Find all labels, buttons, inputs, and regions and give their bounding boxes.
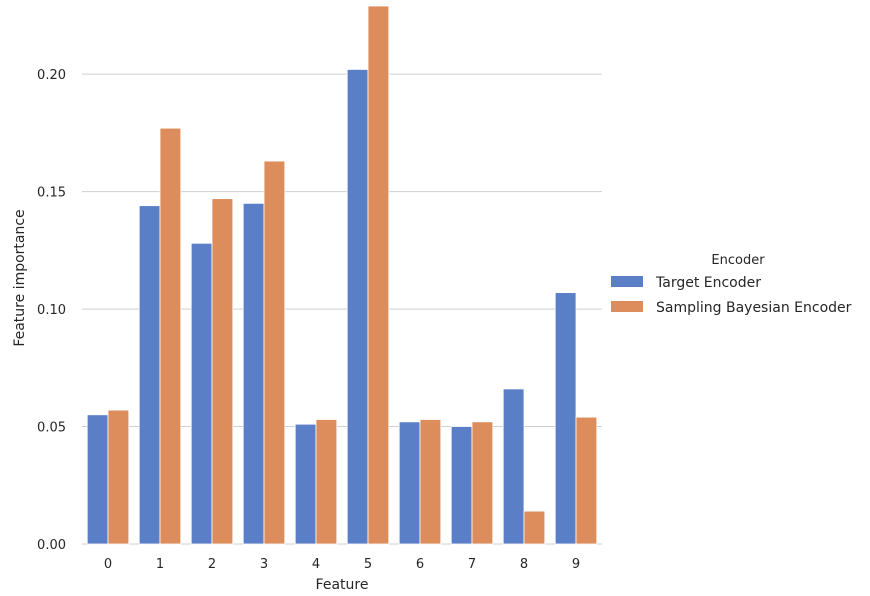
x-tick-label: 2 (208, 557, 216, 572)
legend-label-0: Target Encoder (655, 275, 761, 291)
bar-target-4 (294, 423, 317, 545)
x-tick-label: 0 (104, 557, 112, 572)
bar-target-7 (450, 426, 473, 545)
legend-swatch-0 (611, 276, 643, 287)
x-axis-label: Feature (316, 577, 369, 593)
legend-swatch-1 (611, 301, 643, 312)
y-tick-label: 0.10 (37, 303, 66, 318)
bar-sampling-bayesian-0 (107, 409, 130, 545)
x-tick-label: 5 (364, 557, 372, 572)
y-tick-labels: 0.00 0.05 0.10 0.15 0.20 (37, 68, 66, 553)
x-tick-label: 8 (520, 557, 528, 572)
legend: Encoder Target Encoder Sampling Bayesian … (611, 253, 852, 316)
bar-sampling-bayesian-8 (523, 510, 546, 545)
bar-sampling-bayesian-9 (575, 416, 598, 545)
x-tick-label: 3 (260, 557, 268, 572)
bar-target-5 (346, 69, 369, 545)
bar-sampling-bayesian-1 (159, 127, 182, 545)
bar-target-2 (190, 242, 213, 545)
bar-target-8 (502, 388, 525, 545)
x-tick-label: 7 (468, 557, 476, 572)
x-tick-labels: 0 1 2 3 4 5 6 7 8 9 (104, 557, 580, 572)
bar-sampling-bayesian-5 (367, 5, 390, 545)
legend-label-1: Sampling Bayesian Encoder (656, 300, 852, 316)
legend-title: Encoder (711, 253, 765, 268)
bar-sampling-bayesian-6 (419, 419, 442, 545)
x-tick-label: 4 (312, 557, 320, 572)
x-tick-label: 1 (156, 557, 164, 572)
bar-target-1 (138, 205, 161, 545)
bar-target-3 (242, 202, 265, 545)
x-tick-label: 6 (416, 557, 424, 572)
bar-target-0 (86, 414, 109, 545)
y-tick-label: 0.15 (37, 186, 66, 201)
bar-sampling-bayesian-7 (471, 421, 494, 545)
bar-sampling-bayesian-4 (315, 419, 338, 545)
y-axis-label: Feature importance (12, 209, 28, 346)
y-tick-label: 0.00 (37, 538, 66, 553)
bar-target-6 (398, 421, 421, 545)
x-tick-label: 9 (572, 557, 580, 572)
bars (86, 5, 598, 545)
y-tick-label: 0.20 (37, 68, 66, 83)
y-tick-label: 0.05 (37, 421, 66, 436)
bar-sampling-bayesian-2 (211, 198, 234, 545)
bar-target-9 (554, 292, 577, 545)
bar-sampling-bayesian-3 (263, 160, 286, 545)
